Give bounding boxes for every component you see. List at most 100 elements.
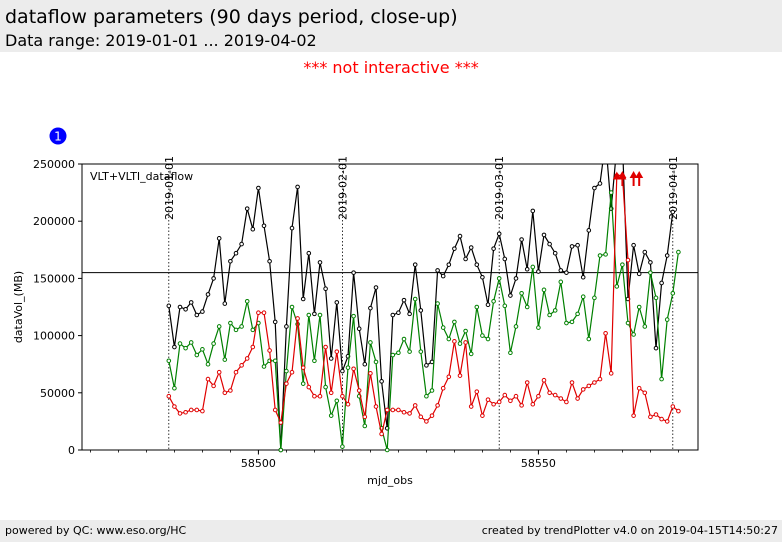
data-point xyxy=(239,363,244,368)
data-point xyxy=(412,296,418,302)
data-point xyxy=(250,226,256,232)
data-point xyxy=(306,312,312,318)
data-point xyxy=(317,312,323,318)
info-badge-circle[interactable] xyxy=(49,127,67,145)
data-point xyxy=(485,397,491,402)
data-point xyxy=(653,345,659,351)
info-badge[interactable]: 1 xyxy=(49,127,67,145)
data-point xyxy=(211,276,216,281)
data-point xyxy=(519,290,524,296)
data-point xyxy=(306,250,312,256)
red-peak-marker xyxy=(612,171,621,180)
data-point xyxy=(468,351,474,357)
not-interactive-notice: *** not interactive *** xyxy=(303,58,479,77)
data-point xyxy=(440,273,446,279)
data-point xyxy=(457,341,463,346)
data-point xyxy=(340,444,345,449)
data-point xyxy=(390,352,396,358)
data-point xyxy=(670,404,676,409)
data-point xyxy=(474,262,480,267)
data-point xyxy=(659,416,664,422)
y-tick-label: 200000 xyxy=(33,215,75,228)
data-point xyxy=(485,302,491,308)
data-point xyxy=(474,389,480,394)
data-point xyxy=(278,447,284,453)
data-point xyxy=(418,414,424,420)
page-title: dataflow parameters (90 days period, clo… xyxy=(5,6,458,28)
data-point xyxy=(216,236,222,241)
data-point xyxy=(530,401,536,407)
data-point xyxy=(480,413,485,418)
data-point xyxy=(575,311,580,317)
data-point xyxy=(547,241,552,247)
data-point xyxy=(620,262,625,267)
data-range-subtitle: Data range: 2019-01-01 ... 2019-04-02 xyxy=(5,31,317,50)
data-point xyxy=(351,270,356,275)
y-axis-label: dataVol_(MB) xyxy=(12,271,25,343)
data-point xyxy=(396,350,401,356)
data-point xyxy=(205,376,211,382)
data-point xyxy=(558,396,564,401)
data-point xyxy=(183,345,188,351)
data-point xyxy=(401,336,407,342)
data-point xyxy=(552,308,558,313)
data-point xyxy=(530,208,536,214)
data-point xyxy=(636,385,642,391)
data-point xyxy=(614,284,620,289)
data-point xyxy=(575,396,580,401)
data-point xyxy=(463,328,468,334)
data-point xyxy=(289,225,295,231)
data-point xyxy=(340,368,345,374)
data-point xyxy=(261,364,267,369)
plot-annotation: VLT+VLTI_dataflow xyxy=(90,170,193,183)
data-point xyxy=(664,419,670,424)
data-point xyxy=(564,399,569,405)
footer-powered-by: powered by QC: www.eso.org/HC xyxy=(5,524,187,537)
data-point xyxy=(205,361,211,367)
data-point xyxy=(244,298,250,304)
data-point xyxy=(502,392,508,398)
data-point xyxy=(328,390,334,396)
data-point xyxy=(547,390,552,396)
data-point xyxy=(429,388,435,393)
data-point xyxy=(496,276,502,281)
data-point xyxy=(407,411,412,416)
data-point xyxy=(508,398,513,404)
data-point xyxy=(524,380,530,385)
data-point xyxy=(664,317,670,322)
date-marker-label: 2019-01-01 xyxy=(163,156,176,220)
series-line xyxy=(168,192,679,450)
data-point xyxy=(597,181,603,186)
data-point xyxy=(345,365,351,370)
data-point xyxy=(177,304,183,310)
data-point xyxy=(267,348,272,353)
date-marker-label: 2019-04-01 xyxy=(667,156,680,220)
data-point xyxy=(368,340,373,345)
data-point xyxy=(172,385,177,391)
data-point xyxy=(508,350,513,356)
data-point xyxy=(491,298,496,304)
data-point xyxy=(200,347,205,352)
data-point xyxy=(295,184,300,190)
data-point xyxy=(317,393,323,399)
data-point xyxy=(300,381,306,386)
data-point xyxy=(261,223,267,229)
data-point xyxy=(194,407,200,413)
x-tick-label: 58550 xyxy=(521,457,556,470)
data-point xyxy=(306,384,312,390)
data-point xyxy=(608,371,614,376)
data-point xyxy=(597,253,603,258)
data-point xyxy=(194,352,200,358)
data-point xyxy=(648,414,653,420)
data-point xyxy=(345,401,351,407)
data-point xyxy=(648,270,653,275)
y-tick-label: 250000 xyxy=(33,158,75,171)
data-point xyxy=(474,304,480,310)
data-point xyxy=(356,326,362,332)
data-point xyxy=(592,380,597,385)
data-point xyxy=(424,393,429,399)
data-point xyxy=(636,271,642,277)
data-point xyxy=(642,390,648,396)
data-point xyxy=(177,341,183,346)
series-line xyxy=(168,164,674,450)
